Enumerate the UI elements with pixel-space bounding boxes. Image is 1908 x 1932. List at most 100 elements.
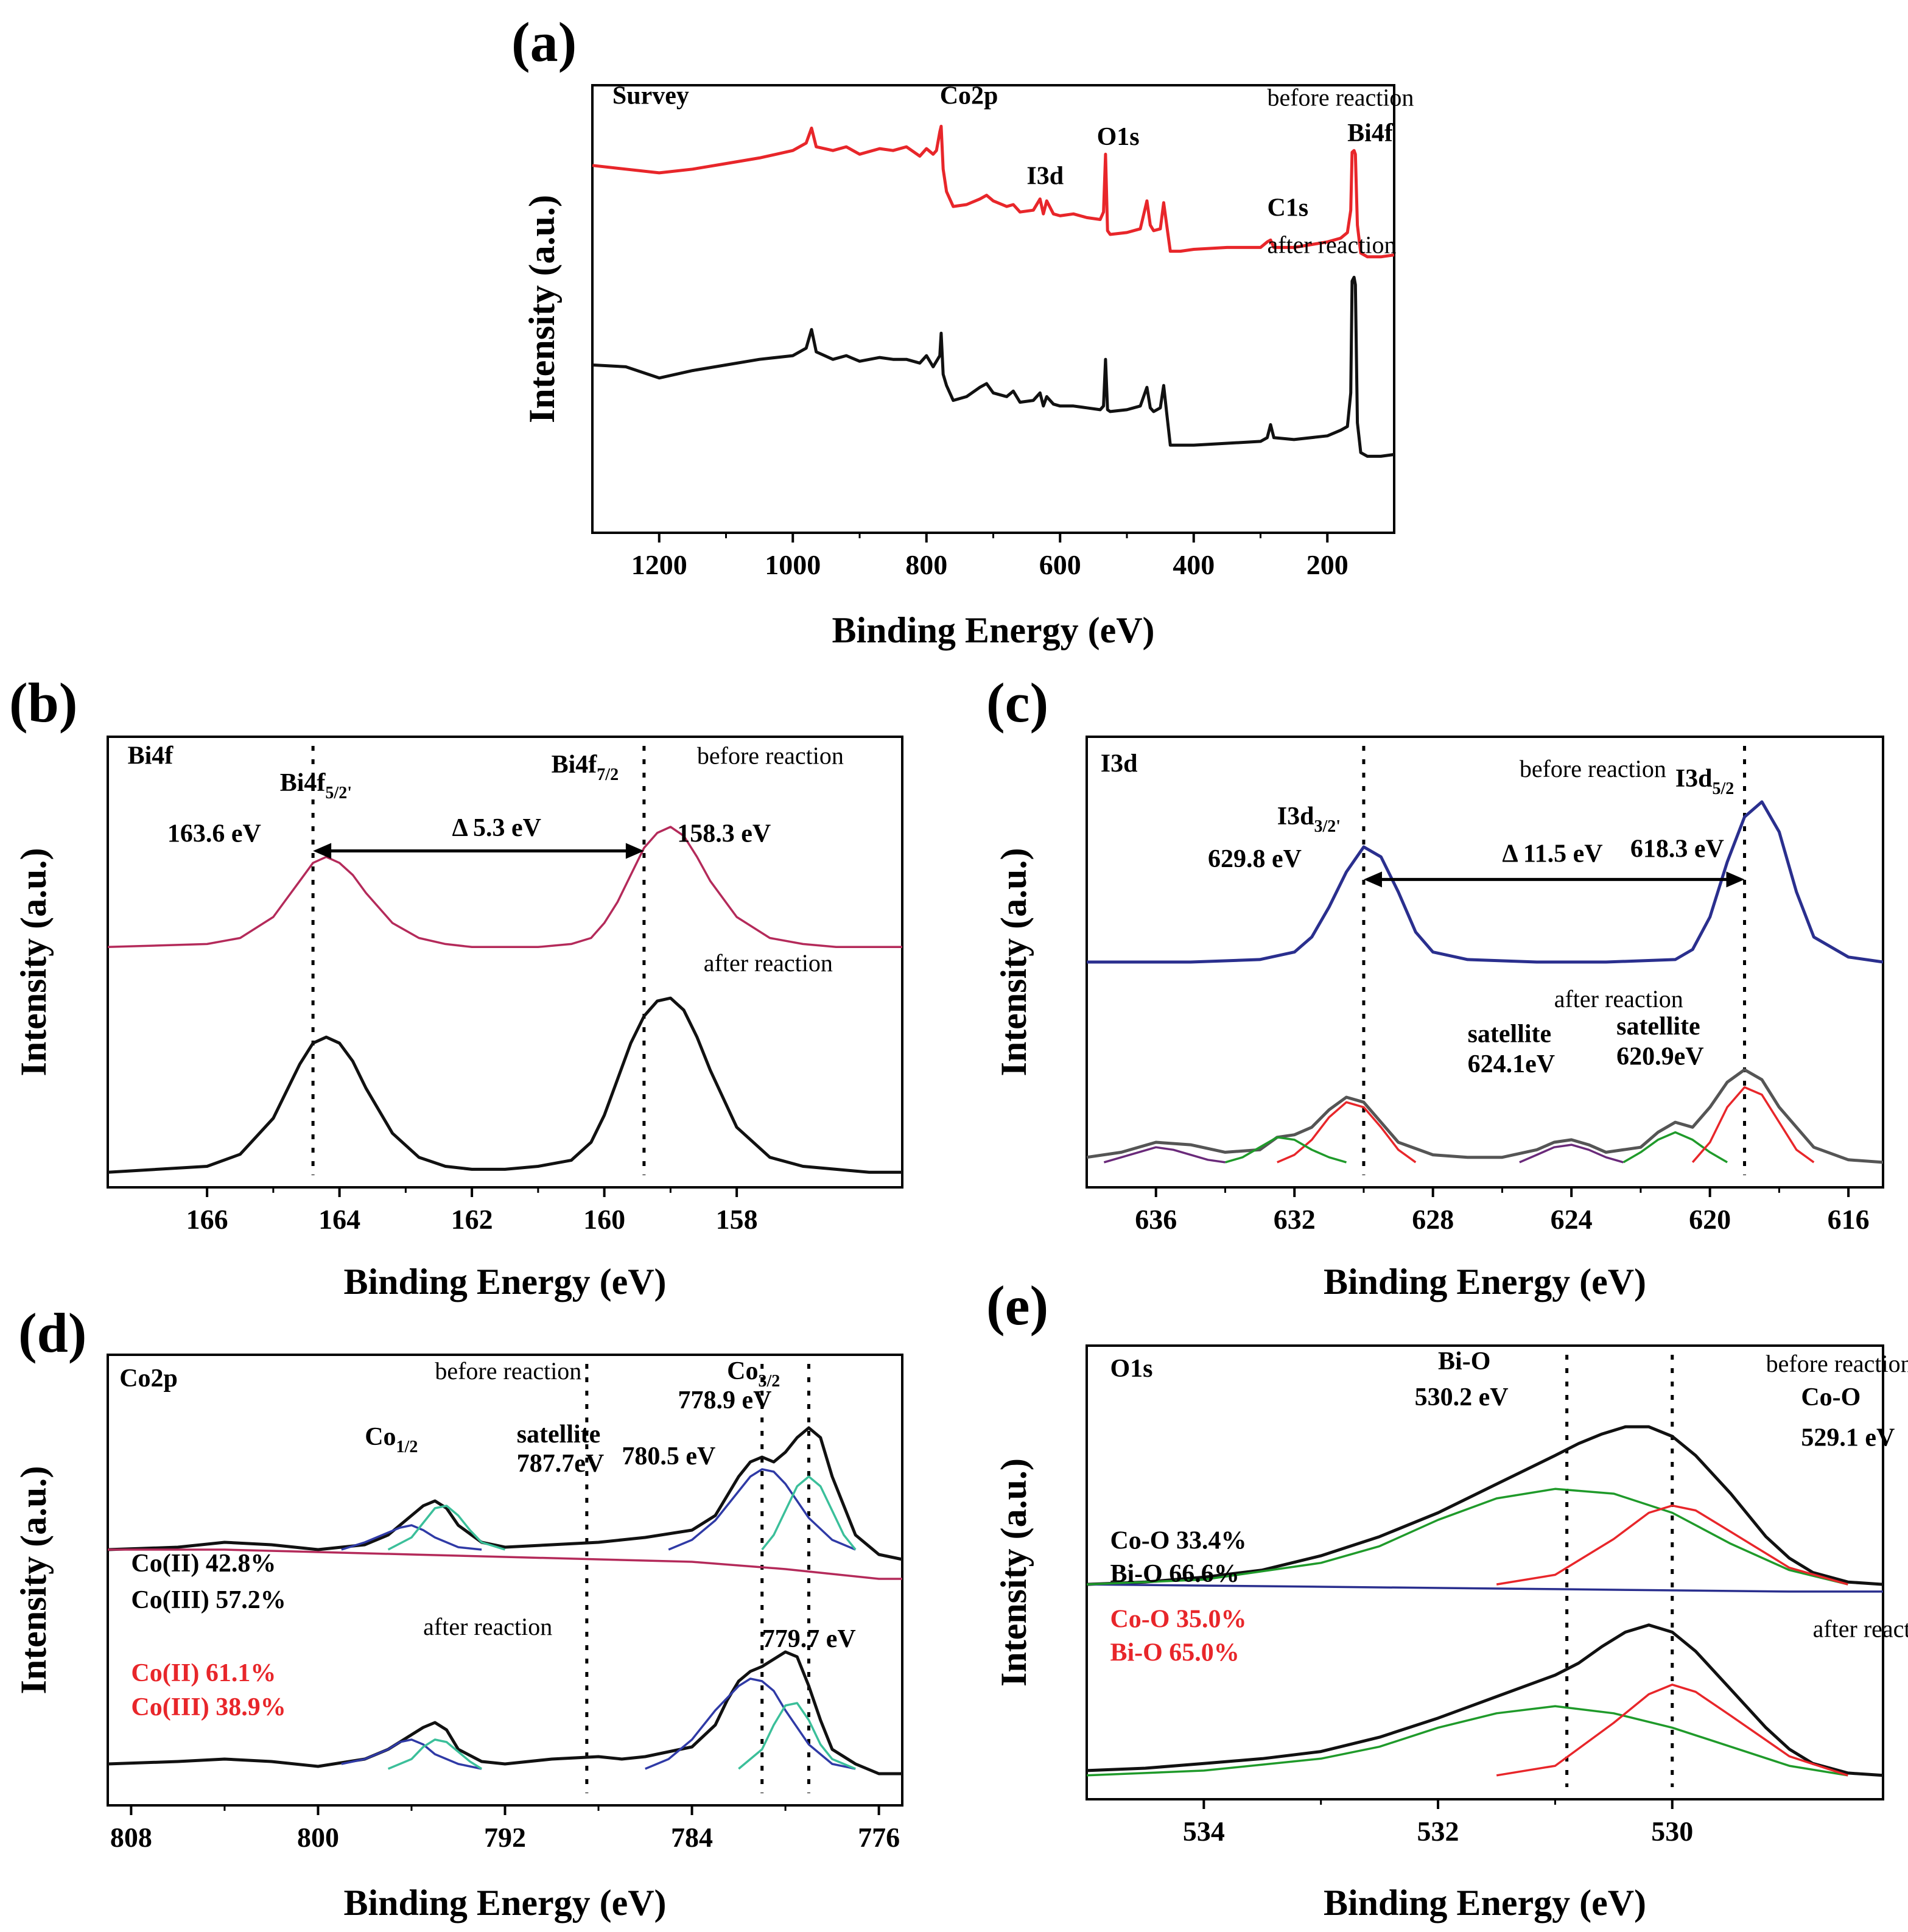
delta-arrow-head-left	[1363, 871, 1382, 888]
annotation: 629.8 eV	[1208, 845, 1302, 873]
series-fit-red-i3d5-2	[1691, 1086, 1815, 1164]
series-fit-green-bi-o-before	[1086, 1488, 1848, 1586]
x-tick-label: 532	[1417, 1816, 1459, 1847]
x-tick-label: 400	[1173, 549, 1215, 580]
annotation: satellite	[1468, 1020, 1552, 1049]
annotation: before reaction	[697, 742, 844, 769]
annotation-text: O1s	[1110, 1355, 1152, 1383]
annotation-text: Co-O 35.0%	[1110, 1606, 1246, 1634]
annotation-text: Co(II) 42.8%	[131, 1550, 276, 1578]
annotation-text: Co2p	[940, 82, 998, 110]
annotation: Bi-O 65.0%	[1110, 1639, 1239, 1667]
annotation-text: 529.1 eV	[1801, 1424, 1895, 1452]
annotation-subscript: 3/2	[758, 1372, 780, 1391]
annotation-text: 787.7eV	[517, 1450, 604, 1478]
panel-e-label: (e)	[986, 1274, 1048, 1337]
x-tick-label: 636	[1135, 1204, 1177, 1235]
x-axis-title: Binding Energy (eV)	[1324, 1262, 1646, 1302]
x-tick-label: 600	[1039, 549, 1081, 580]
annotation: C1s	[1267, 194, 1308, 222]
annotation-text: before reaction	[1520, 755, 1666, 782]
x-tick-label: 776	[858, 1822, 900, 1853]
annotation: after reaction	[1267, 231, 1396, 259]
annotation: Co(III) 57.2%	[131, 1586, 286, 1614]
annotation: Co-O 35.0%	[1110, 1606, 1246, 1634]
annotation: Δ 5.3 eV	[452, 814, 542, 842]
annotation: Survey	[612, 82, 689, 110]
x-tick-label: 1000	[765, 549, 821, 580]
annotation: Bi-O 66.6%	[1110, 1560, 1239, 1588]
series-after-reaction	[1086, 1623, 1884, 1777]
x-tick-label: 620	[1689, 1204, 1731, 1235]
series-fit-red-co-o-before	[1496, 1504, 1848, 1586]
annotation-text: satellite	[1468, 1020, 1552, 1049]
annotation-text: Bi-O 66.6%	[1110, 1560, 1239, 1588]
annotation-text: Co(III) 38.9%	[131, 1693, 286, 1721]
annotation-text: after reaction	[1554, 985, 1683, 1013]
x-tick-label: 1200	[631, 549, 687, 580]
x-tick-label: 164	[318, 1204, 360, 1235]
chart-c: 636 632 628 624 620 616 Binding Energy (eV) Int…	[994, 736, 1884, 1302]
x-tick-label: 166	[186, 1204, 228, 1235]
annotation: before reaction	[1520, 755, 1666, 782]
y-axis-title: Intensity (a.u.)	[13, 1466, 54, 1694]
annotation-text: Co-O	[1801, 1383, 1861, 1411]
annotation-subscript: 3/2'	[1314, 817, 1341, 836]
x-tick-label: 530	[1651, 1816, 1693, 1847]
series-after-reaction	[107, 996, 902, 1174]
series-fit-teal-co1-2-before	[387, 1505, 506, 1551]
annotation-text: before reaction	[1267, 84, 1414, 111]
annotation: I3d3/2'	[1277, 803, 1341, 836]
annotation-text: 530.2 eV	[1415, 1383, 1509, 1411]
annotation: Co(III) 38.9%	[131, 1693, 286, 1721]
annotation-text: 629.8 eV	[1208, 845, 1302, 873]
annotation: Co(II) 42.8%	[131, 1550, 276, 1578]
annotation: Co3/2	[727, 1357, 780, 1391]
annotation-text: 620.9eV	[1616, 1043, 1703, 1071]
chart-e: 534 532 530 Binding Energy (eV) Intensity (a…	[994, 1344, 1908, 1923]
series-before-reaction	[592, 124, 1395, 259]
annotation: Δ 11.5 eV	[1502, 840, 1602, 868]
annotation-text: after reaction	[1813, 1615, 1908, 1642]
annotation: Co-O 33.4%	[1110, 1526, 1246, 1554]
y-axis-title: Intensity (a.u.)	[522, 195, 562, 423]
annotation: before reaction	[1766, 1350, 1908, 1377]
annotation-text: 163.6 eV	[167, 820, 261, 848]
annotation: 778.9 eV	[678, 1386, 772, 1414]
annotation: O1s	[1097, 123, 1140, 151]
annotation-text: 779.7 eV	[762, 1625, 856, 1653]
series-fit-purple-624	[1519, 1143, 1624, 1164]
annotation-text: before reaction	[697, 742, 844, 769]
x-tick-label: 624	[1551, 1204, 1593, 1235]
panel-b-label: (b)	[9, 672, 77, 734]
x-tick-label: 792	[484, 1822, 526, 1853]
annotation: O1s	[1110, 1355, 1152, 1383]
annotation-text: O1s	[1097, 123, 1140, 151]
annotation: Co(II) 61.1%	[131, 1659, 276, 1687]
plot-frame-e	[1086, 1344, 1884, 1800]
series-before-reaction	[107, 1426, 903, 1561]
annotation: after reaction	[1554, 985, 1683, 1013]
annotation: 618.3 eV	[1630, 835, 1724, 863]
annotation-text: after reaction	[1267, 231, 1396, 259]
x-tick-label: 200	[1306, 549, 1349, 580]
annotation: satellite	[1616, 1013, 1700, 1041]
x-tick-label: 800	[297, 1822, 339, 1853]
x-tick-label: 616	[1828, 1204, 1870, 1235]
annotation-text: Bi4f	[1347, 119, 1394, 147]
annotation: 620.9eV	[1616, 1043, 1703, 1071]
annotation-text: I3d	[1675, 765, 1713, 793]
series-fit-teal-co1-2-after	[387, 1738, 483, 1770]
x-tick-label: 534	[1183, 1816, 1225, 1847]
annotation: I3d	[1026, 162, 1064, 190]
annotation: Co2p	[940, 82, 998, 110]
annotation: after reaction	[704, 949, 833, 977]
y-axis-title: Intensity (a.u.)	[994, 1458, 1034, 1687]
annotation: 780.5 eV	[622, 1442, 715, 1470]
panel-a-label: (a)	[511, 11, 577, 73]
annotation: Co1/2	[365, 1423, 418, 1456]
series-after-reaction	[592, 275, 1395, 458]
plot-frame-a	[591, 84, 1395, 534]
annotation-subscript: 1/2	[396, 1438, 418, 1456]
